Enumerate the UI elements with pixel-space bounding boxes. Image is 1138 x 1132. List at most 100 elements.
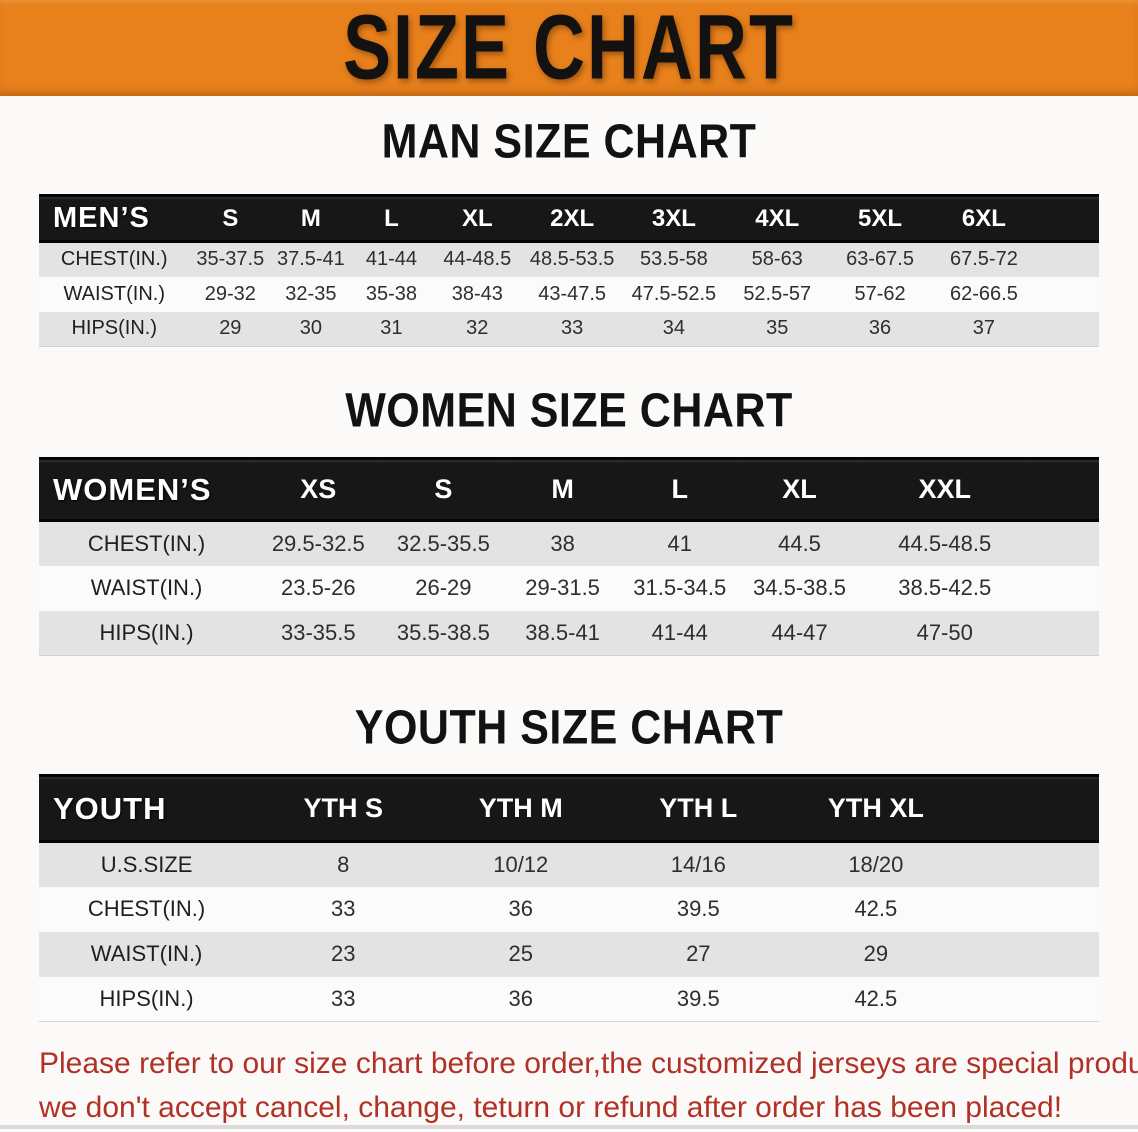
spacer-cell bbox=[964, 842, 1099, 887]
women-section-heading: WOMEN SIZE CHART bbox=[345, 384, 793, 438]
table-row: WAIST(IN.) 23.5-26 26-29 29-31.5 31.5-34.5 34… bbox=[39, 565, 1099, 611]
size-value-cell: 63-67.5 bbox=[846, 248, 914, 271]
spacer-cell bbox=[964, 774, 1099, 843]
column-header: YTH S bbox=[254, 774, 433, 843]
size-value-cell: 23.5-26 bbox=[280, 575, 356, 600]
size-value-cell: 42.5 bbox=[854, 985, 898, 1011]
size-value-cell: 29-32 bbox=[204, 282, 256, 305]
column-header: S bbox=[189, 194, 272, 243]
spacer-cell bbox=[1036, 277, 1099, 312]
column-header: S bbox=[382, 457, 505, 522]
size-value-cell: 57-62 bbox=[854, 282, 906, 305]
row-label: WAIST(IN.) bbox=[90, 941, 203, 966]
row-label: CHEST(IN.) bbox=[87, 896, 206, 921]
size-value-cell: 35-38 bbox=[365, 282, 417, 305]
size-value-cell: 34.5-38.5 bbox=[753, 575, 846, 600]
spacer-cell bbox=[1036, 194, 1099, 243]
size-value-cell: 47.5-52.5 bbox=[631, 282, 717, 305]
spacer-cell bbox=[1028, 457, 1099, 522]
table-row: CHEST(IN.) 33 36 39.5 42.5 bbox=[39, 886, 1099, 932]
size-value-cell: 8 bbox=[337, 851, 350, 877]
men-size-table: MEN’S S M L XL 2XL 3XL 4XL 5XL 6XL CHEST(IN.) 35-37… bbox=[39, 194, 1099, 347]
size-value-cell: 47-50 bbox=[916, 619, 973, 645]
table-row: CHEST(IN.) 29.5-32.5 32.5-35.5 38 41 44.5 44.5… bbox=[39, 520, 1099, 566]
size-value-cell: 25 bbox=[508, 941, 533, 966]
size-value-cell: 38.5-41 bbox=[525, 619, 600, 645]
size-value-cell: 29 bbox=[863, 941, 889, 966]
banner: SIZE CHART bbox=[0, 0, 1138, 99]
size-value-cell: 48.5-53.5 bbox=[529, 248, 615, 271]
size-value-cell: 38-43 bbox=[451, 282, 503, 305]
row-label: U.S.SIZE bbox=[100, 851, 193, 877]
men-section-heading: MAN SIZE CHART bbox=[381, 115, 757, 169]
size-value-cell: 33 bbox=[330, 985, 356, 1011]
spacer-cell bbox=[1036, 242, 1099, 277]
size-value-cell: 35 bbox=[766, 317, 789, 340]
spacer-cell bbox=[1029, 521, 1099, 566]
size-value-cell: 44.5-48.5 bbox=[898, 530, 992, 556]
column-header: 3XL bbox=[621, 194, 726, 243]
bottom-edge-divider bbox=[0, 1125, 1138, 1129]
size-value-cell: 37.5-41 bbox=[276, 248, 345, 271]
section-women: WOMEN SIZE CHART WOMEN’S XS S M L XL XXL CHEST(… bbox=[0, 384, 1138, 656]
size-value-cell: 39.5 bbox=[676, 896, 720, 921]
table-row: U.S.SIZE 8 10/12 14/16 18/20 bbox=[39, 841, 1099, 887]
size-value-cell: 30 bbox=[299, 317, 322, 340]
size-value-cell: 35-37.5 bbox=[196, 248, 265, 271]
size-value-cell: 33 bbox=[330, 896, 356, 921]
column-header: YTH L bbox=[609, 774, 788, 843]
header-row: YOUTH YTH S YTH M YTH L YTH XL bbox=[39, 774, 1099, 843]
size-value-cell: 39.5 bbox=[676, 985, 720, 1011]
youth-section-heading: YOUTH SIZE CHART bbox=[354, 701, 784, 755]
table-row: HIPS(IN.) 33-35.5 35.5-38.5 38.5-41 41-44 44-… bbox=[39, 610, 1099, 656]
size-value-cell: 67.5-72 bbox=[950, 248, 1018, 271]
row-label: HIPS(IN.) bbox=[99, 985, 194, 1011]
disclaimer-line-2: we don't accept cancel, change, teturn o… bbox=[39, 1091, 1063, 1124]
size-value-cell: 41-44 bbox=[651, 619, 708, 645]
disclaimer-line-1: Please refer to our size chart before or… bbox=[39, 1047, 1138, 1080]
size-value-cell: 32 bbox=[466, 317, 489, 340]
row-label: WAIST(IN.) bbox=[90, 575, 203, 600]
size-value-cell: 62-66.5 bbox=[950, 282, 1018, 305]
size-value-cell: 32.5-35.5 bbox=[396, 530, 490, 556]
size-value-cell: 58-63 bbox=[751, 248, 803, 271]
column-header: XL bbox=[738, 457, 861, 522]
size-value-cell: 53.5-58 bbox=[639, 248, 708, 271]
size-value-cell: 31.5-34.5 bbox=[633, 575, 727, 600]
size-value-cell: 18/20 bbox=[848, 851, 904, 877]
page-title: SIZE CHART bbox=[343, 0, 795, 100]
size-value-cell: 33-35.5 bbox=[280, 619, 356, 645]
size-chart-content: MAN SIZE CHART MEN’S S M L XL 2XL 3XL 4XL 5XL 6XL… bbox=[0, 115, 1138, 1022]
column-header: 5XL bbox=[828, 194, 932, 243]
size-value-cell: 34 bbox=[662, 317, 686, 340]
column-header: XXL bbox=[860, 457, 1029, 522]
column-header: L bbox=[620, 457, 739, 522]
size-value-cell: 41-44 bbox=[365, 248, 417, 271]
size-value-cell: 23 bbox=[330, 941, 356, 966]
size-value-cell: 38 bbox=[550, 530, 575, 556]
size-value-cell: 44.5 bbox=[778, 530, 821, 556]
header-row: WOMEN’S XS S M L XL XXL bbox=[39, 457, 1099, 522]
spacer-cell bbox=[964, 977, 1099, 1022]
corner-label: WOMEN’S bbox=[39, 457, 255, 522]
size-value-cell: 33 bbox=[561, 317, 584, 340]
size-value-cell: 14/16 bbox=[670, 851, 726, 877]
column-header: 2XL bbox=[522, 194, 622, 243]
column-header: YTH M bbox=[432, 774, 610, 843]
size-value-cell: 41 bbox=[667, 530, 692, 556]
size-value-cell: 36 bbox=[508, 896, 533, 921]
column-header: 4XL bbox=[725, 194, 829, 243]
size-value-cell: 29.5-32.5 bbox=[271, 530, 365, 556]
column-header: L bbox=[350, 194, 433, 243]
size-value-cell: 43-47.5 bbox=[538, 282, 607, 305]
size-value-cell: 27 bbox=[686, 941, 711, 966]
table-row: WAIST(IN.) 23 25 27 29 bbox=[39, 931, 1099, 977]
spacer-cell bbox=[1036, 312, 1099, 347]
size-value-cell: 44-48.5 bbox=[443, 248, 512, 271]
column-header: M bbox=[271, 194, 351, 243]
size-value-cell: 52.5-57 bbox=[743, 282, 812, 305]
column-header: XS bbox=[254, 457, 383, 522]
row-label: CHEST(IN.) bbox=[87, 530, 206, 556]
spacer-cell bbox=[1029, 566, 1099, 611]
